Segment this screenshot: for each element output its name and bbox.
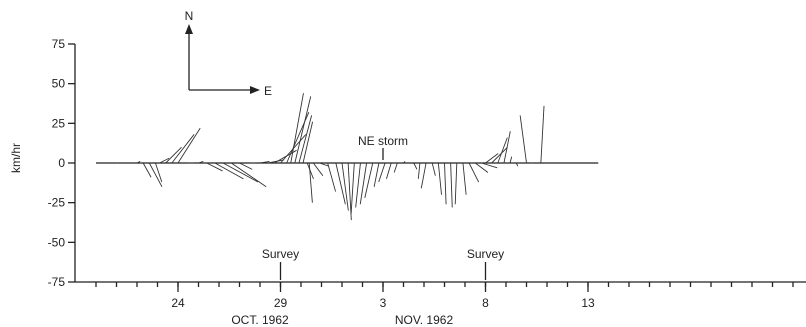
y-axis-label: km/hr bbox=[9, 143, 23, 173]
wind-vector bbox=[268, 159, 285, 164]
y-tick-label: 25 bbox=[52, 116, 66, 130]
wind-vector bbox=[155, 162, 163, 183]
month-label: OCT. 1962 bbox=[231, 313, 289, 327]
wind-vector bbox=[306, 162, 314, 180]
compass-rose: N E bbox=[185, 9, 272, 98]
wind-vector bbox=[222, 162, 259, 183]
wind-vector bbox=[239, 162, 253, 170]
east-label: E bbox=[264, 84, 272, 98]
wind-vector bbox=[515, 162, 519, 167]
wind-vector bbox=[231, 162, 267, 188]
wind-vector bbox=[437, 162, 442, 195]
survey-label: Survey bbox=[262, 247, 299, 261]
wind-vector bbox=[540, 105, 545, 164]
wind-vector bbox=[359, 162, 368, 205]
x-tick-label: 29 bbox=[274, 296, 288, 310]
storm-label: NE storm bbox=[358, 134, 408, 148]
wind-vector bbox=[327, 162, 337, 192]
wind-vector bbox=[294, 96, 312, 164]
x-axis-ticks: 24 29 3 8 13 bbox=[95, 282, 794, 310]
wind-vector bbox=[393, 162, 398, 173]
wind-vector bbox=[420, 162, 427, 189]
wind-vector bbox=[444, 162, 447, 205]
wind-vector bbox=[308, 162, 313, 203]
wind-vector bbox=[474, 162, 489, 173]
wind-vector bbox=[165, 146, 182, 164]
survey-label: Survey bbox=[467, 247, 504, 261]
wind-vector bbox=[312, 162, 324, 176]
y-tick-label: -50 bbox=[48, 235, 66, 249]
y-tick-label: 75 bbox=[52, 37, 66, 51]
wind-vector bbox=[198, 160, 204, 164]
wind-vector bbox=[450, 162, 453, 208]
wind-vector bbox=[274, 149, 297, 164]
x-tick-label: 13 bbox=[581, 296, 595, 310]
wind-vector bbox=[177, 127, 201, 164]
wind-vector bbox=[485, 153, 499, 164]
x-tick-label: 3 bbox=[380, 296, 387, 310]
wind-vector bbox=[386, 162, 392, 179]
wind-vector bbox=[462, 162, 467, 195]
wind-vector bbox=[454, 162, 458, 205]
wind-vector bbox=[509, 156, 513, 164]
month-label: NOV. 1962 bbox=[395, 313, 454, 327]
wind-vector bbox=[355, 162, 361, 208]
x-tick-label: 24 bbox=[171, 296, 185, 310]
wind-vector bbox=[290, 93, 304, 164]
wind-vector bbox=[259, 160, 270, 164]
north-arrowhead bbox=[185, 24, 193, 34]
wind-vector bbox=[214, 162, 244, 180]
wind-vector bbox=[335, 162, 346, 205]
wind-vector bbox=[413, 162, 418, 170]
y-axis-ticks: 75 50 25 0 -25 -50 -75 bbox=[48, 37, 75, 289]
wind-vector bbox=[350, 162, 355, 214]
wind-vector bbox=[378, 162, 386, 183]
wind-vector bbox=[491, 146, 508, 164]
y-tick-label: 0 bbox=[58, 156, 65, 170]
wind-vector bbox=[403, 161, 406, 164]
north-label: N bbox=[185, 9, 194, 23]
y-tick-label: 50 bbox=[52, 77, 66, 91]
wind-vector bbox=[298, 115, 313, 164]
wind-vector bbox=[341, 162, 349, 211]
wind-vector bbox=[364, 162, 374, 199]
wind-vector bbox=[497, 137, 508, 164]
y-tick-label: -25 bbox=[48, 196, 66, 210]
wind-vector bbox=[302, 121, 314, 164]
east-arrowhead bbox=[250, 86, 260, 94]
y-tick-label: -75 bbox=[48, 275, 66, 289]
wind-vector bbox=[319, 162, 330, 167]
axes bbox=[74, 44, 806, 283]
wind-vector bbox=[431, 162, 436, 176]
wind-vector bbox=[159, 157, 170, 164]
wind-vector bbox=[347, 162, 352, 221]
month-labels: OCT. 1962 NOV. 1962 bbox=[231, 313, 453, 327]
wind-vector bbox=[148, 162, 163, 188]
wind-vector bbox=[468, 162, 480, 183]
wind-vector-sticks bbox=[116, 93, 545, 221]
annotations: NE storm Survey Survey bbox=[262, 134, 504, 280]
wind-vector bbox=[206, 162, 223, 172]
x-tick-label: 8 bbox=[482, 296, 489, 310]
wind-vector bbox=[171, 134, 195, 164]
wind-vector bbox=[417, 162, 421, 179]
wind-vector bbox=[481, 162, 498, 169]
wind-vector bbox=[142, 162, 152, 178]
wind-vector bbox=[503, 131, 511, 164]
wind-vector bbox=[136, 161, 141, 164]
wind-vector bbox=[519, 115, 527, 164]
wind-vector bbox=[373, 162, 380, 187]
